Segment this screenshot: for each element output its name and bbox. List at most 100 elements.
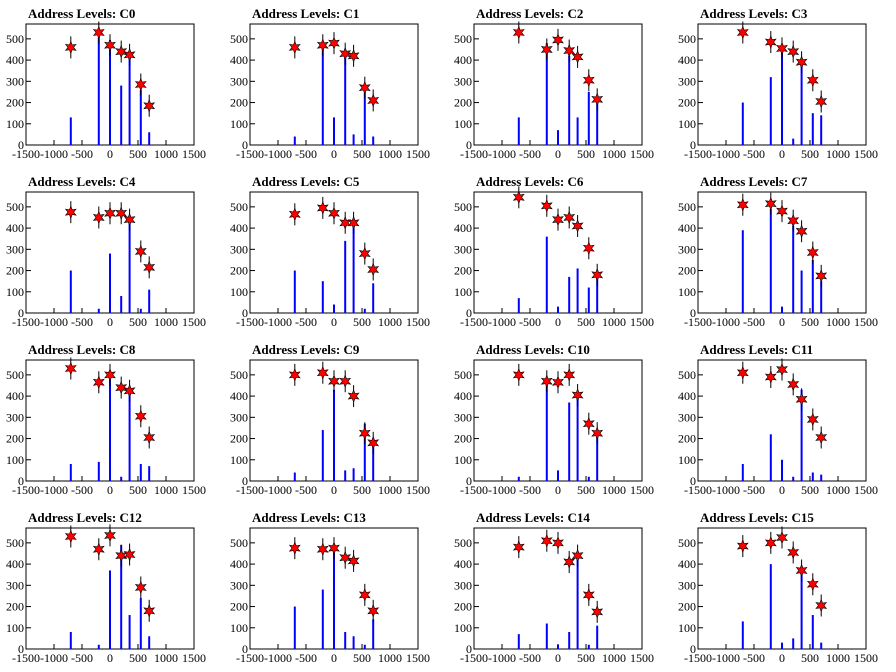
peak-star-marker bbox=[367, 603, 380, 618]
x-tick-label: 1500 bbox=[630, 651, 654, 665]
peak-star-marker bbox=[815, 598, 828, 613]
x-tick-label: 1000 bbox=[154, 147, 178, 161]
y-tick-label: 500 bbox=[454, 536, 472, 550]
x-tick-label: -1000 bbox=[264, 483, 292, 497]
x-tick-label: 0 bbox=[779, 483, 785, 497]
peak-star-marker bbox=[316, 201, 329, 215]
peak-star-marker bbox=[358, 426, 371, 441]
panel-svg: Address Levels: C10100200300400500-1500-… bbox=[230, 6, 430, 161]
x-tick-label: -1000 bbox=[488, 483, 516, 497]
peak-star-marker bbox=[512, 368, 525, 382]
peak-star-marker bbox=[104, 368, 116, 382]
peak-star-marker bbox=[540, 374, 553, 389]
panel-svg: Address Levels: C14 0 100 200 300 400 500 -1500… bbox=[454, 510, 654, 665]
x-tick-label: 1000 bbox=[602, 315, 626, 329]
peak-star-marker bbox=[795, 563, 808, 578]
panel-svg: Address Levels: C60100200300400500-1500-… bbox=[454, 174, 654, 329]
panel-svg: Address Levels: C10 0 100 200 300 400 500 -1500… bbox=[454, 342, 654, 497]
x-tick-label: 0 bbox=[107, 651, 113, 665]
x-tick-label: 500 bbox=[801, 483, 819, 497]
x-tick-label: -1000 bbox=[264, 315, 292, 329]
y-tick-label: 400 bbox=[6, 221, 24, 235]
chart-panel: Address Levels: C0 0 100 200 300 400 500 -1500-… bbox=[0, 0, 224, 168]
peak-star-marker bbox=[316, 542, 329, 557]
x-tick-label: -1500 bbox=[460, 315, 488, 329]
peak-star-marker bbox=[563, 210, 576, 225]
y-tick-label: 200 bbox=[230, 432, 248, 446]
chart-panel: Address Levels: C4 0 100 200 300 400 500 -1500-… bbox=[0, 168, 224, 336]
x-tick-label: 0 bbox=[331, 147, 337, 161]
x-tick-label: 500 bbox=[577, 483, 595, 497]
x-tick-label: -1500 bbox=[460, 147, 488, 161]
y-tick-label: 0 bbox=[242, 138, 248, 152]
peak-star-marker bbox=[571, 548, 584, 563]
chart-panel: Address Levels: C3 0 100 200 300 400 500 -1500-… bbox=[672, 0, 896, 168]
x-tick-label: -1500 bbox=[236, 483, 264, 497]
panel-svg: Address Levels: C11 0 100 200 300 400 500 -1500… bbox=[678, 342, 878, 497]
x-tick-label: -1000 bbox=[488, 651, 516, 665]
y-tick-label: 300 bbox=[678, 578, 696, 592]
y-tick-label: 300 bbox=[6, 74, 24, 88]
y-tick-label: 100 bbox=[6, 285, 24, 299]
panel-title: Address Levels: C14 bbox=[476, 510, 590, 525]
peak-star-marker bbox=[123, 547, 136, 562]
x-tick-label: -1000 bbox=[264, 651, 292, 665]
x-tick-label: -500 bbox=[519, 651, 541, 665]
panel-title: Address Levels: C11 bbox=[700, 342, 813, 357]
y-tick-label: 100 bbox=[230, 285, 248, 299]
peak-star-marker bbox=[582, 73, 595, 88]
peak-star-marker bbox=[92, 375, 105, 390]
x-tick-label: -1500 bbox=[12, 651, 40, 665]
x-tick-label: -1000 bbox=[488, 315, 516, 329]
y-tick-label: 0 bbox=[18, 306, 24, 320]
peak-star-marker bbox=[806, 412, 819, 427]
y-tick-label: 400 bbox=[678, 221, 696, 235]
y-tick-label: 100 bbox=[678, 453, 696, 467]
peak-star-marker bbox=[134, 580, 147, 595]
peak-star-marker bbox=[316, 365, 329, 380]
x-tick-label: 0 bbox=[107, 483, 113, 497]
x-tick-label: 500 bbox=[577, 315, 595, 329]
y-tick-label: 0 bbox=[242, 306, 248, 320]
y-tick-label: 100 bbox=[678, 117, 696, 131]
x-tick-label: -1000 bbox=[264, 147, 292, 161]
y-tick-label: 500 bbox=[454, 200, 472, 214]
y-tick-label: 400 bbox=[678, 389, 696, 403]
y-tick-label: 300 bbox=[230, 74, 248, 88]
peak-star-marker bbox=[795, 55, 808, 70]
peak-star-marker bbox=[347, 554, 360, 568]
x-tick-label: -500 bbox=[519, 315, 541, 329]
peak-star-marker bbox=[347, 215, 360, 230]
x-tick-label: -1000 bbox=[712, 651, 740, 665]
y-tick-label: 500 bbox=[230, 368, 248, 382]
peak-star-marker bbox=[288, 541, 301, 555]
peak-star-marker bbox=[92, 210, 105, 225]
y-tick-label: 300 bbox=[678, 242, 696, 256]
peak-star-marker bbox=[582, 241, 595, 256]
x-tick-label: -500 bbox=[71, 483, 93, 497]
y-tick-label: 400 bbox=[678, 53, 696, 67]
x-tick-label: -1000 bbox=[40, 483, 68, 497]
x-tick-label: -1500 bbox=[12, 147, 40, 161]
y-tick-label: 300 bbox=[454, 410, 472, 424]
x-tick-label: -1500 bbox=[684, 147, 712, 161]
peak-star-marker bbox=[316, 38, 329, 53]
peak-star-marker bbox=[347, 389, 360, 403]
x-tick-label: -500 bbox=[743, 483, 765, 497]
x-tick-label: 1500 bbox=[406, 315, 430, 329]
x-tick-label: 0 bbox=[779, 147, 785, 161]
x-tick-label: 1500 bbox=[406, 483, 430, 497]
x-tick-label: 1000 bbox=[378, 147, 402, 161]
peak-star-marker bbox=[339, 215, 352, 230]
x-tick-label: -1500 bbox=[236, 315, 264, 329]
panel-title: Address Levels: C2 bbox=[476, 6, 583, 21]
x-tick-label: -500 bbox=[519, 483, 541, 497]
y-tick-label: 500 bbox=[6, 368, 24, 382]
x-tick-label: -500 bbox=[71, 651, 93, 665]
y-tick-label: 100 bbox=[678, 285, 696, 299]
y-tick-label: 200 bbox=[230, 264, 248, 278]
x-tick-label: 500 bbox=[801, 315, 819, 329]
panel-svg: Address Levels: C00100200300400500-1500-… bbox=[6, 6, 206, 161]
peak-star-marker bbox=[795, 392, 808, 407]
